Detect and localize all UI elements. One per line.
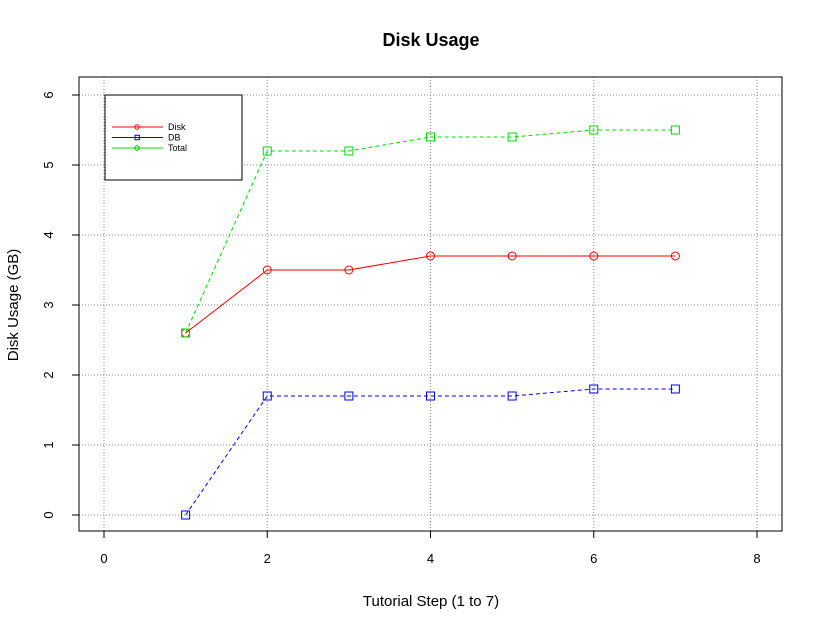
data-point-total xyxy=(507,132,517,142)
data-point-db xyxy=(426,391,435,401)
data-point-total xyxy=(589,125,599,135)
data-point-disk xyxy=(507,251,517,261)
x-axis-label: Tutorial Step (1 to 7) xyxy=(363,593,499,610)
data-point-db xyxy=(262,391,272,401)
legend-marker-db xyxy=(134,134,140,141)
y-tick-label: 2 xyxy=(41,371,56,378)
y-tick-label: 1 xyxy=(41,441,56,448)
x-tick-label: 8 xyxy=(753,551,760,566)
data-point-disk xyxy=(589,251,599,261)
data-point-disk xyxy=(262,265,272,275)
data-point-db xyxy=(507,391,517,401)
y-tick-label: 6 xyxy=(41,91,56,98)
data-point-disk xyxy=(344,265,354,275)
legend-marker-disk xyxy=(134,124,140,130)
series-line-disk xyxy=(185,255,676,334)
y-tick-label: 0 xyxy=(41,511,56,518)
y-tick-label: 5 xyxy=(41,161,56,168)
data-point-total xyxy=(344,146,354,156)
data-point-db xyxy=(181,510,191,520)
y-axis-label: Disk Usage (GB) xyxy=(5,249,22,362)
data-point-db xyxy=(589,384,599,394)
data-point-total xyxy=(262,146,272,156)
data-point-total xyxy=(426,132,435,142)
x-tick-label: 6 xyxy=(590,551,597,566)
legend-label-total: Total xyxy=(168,143,187,153)
legend-label-db: DB xyxy=(168,133,181,143)
data-point-disk xyxy=(670,251,680,261)
x-tick-label: 0 xyxy=(100,551,107,566)
data-point-db xyxy=(670,384,680,394)
data-point-db xyxy=(344,391,354,401)
series-layer xyxy=(181,125,680,520)
y-tick-label: 4 xyxy=(41,231,56,238)
series-line-db xyxy=(185,388,676,516)
y-tick-label: 3 xyxy=(41,301,56,308)
legend-label-disk: Disk xyxy=(168,122,186,132)
data-point-total xyxy=(181,328,191,338)
data-point-total xyxy=(670,125,680,135)
x-tick-label: 2 xyxy=(264,551,271,566)
chart-title: Disk Usage xyxy=(382,30,479,50)
legend-marker-total xyxy=(133,144,141,152)
series-line-total xyxy=(185,129,676,334)
data-point-disk xyxy=(426,251,435,261)
x-tick-label: 4 xyxy=(427,551,434,566)
axes: 0 2 4 6 8 0 1 2 3 4 5 6 xyxy=(41,76,783,566)
